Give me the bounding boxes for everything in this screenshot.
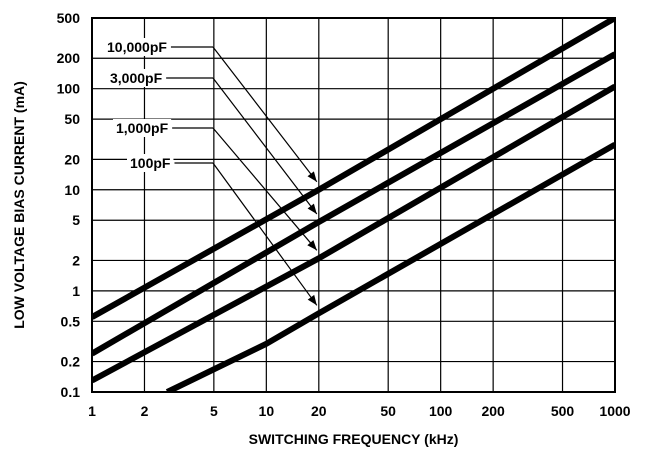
series-line <box>92 83 615 384</box>
y-axis-title: LOW VOLTAGE BIAS CURRENT (mA) <box>11 81 27 329</box>
series-label: 3,000pF <box>110 70 163 86</box>
x-axis-ticks: 1 2 5 10 20 50 100 200 500 1000 <box>88 403 631 419</box>
y-tick-label: 10 <box>64 182 80 198</box>
series-lines <box>92 18 615 392</box>
y-tick-label: 100 <box>57 81 81 97</box>
x-tick-label: 200 <box>481 403 505 419</box>
y-tick-label: 1 <box>72 283 80 299</box>
series-label-bg <box>127 154 174 172</box>
grid <box>92 18 615 392</box>
series-label: 100pF <box>130 155 171 171</box>
y-tick-label: 0.1 <box>61 384 81 400</box>
series-label-bg <box>104 38 170 56</box>
x-tick-label: 2 <box>141 403 149 419</box>
leader-arrow-line <box>212 127 318 251</box>
arrowhead <box>307 294 317 306</box>
arrowhead <box>307 171 317 182</box>
arrowhead <box>307 203 317 214</box>
x-tick-label: 1 <box>88 403 96 419</box>
x-tick-label: 10 <box>259 403 275 419</box>
x-tick-label: 1000 <box>599 403 630 419</box>
series-labels: 10,000pF 3,000pF 1,000pF 100pF <box>104 38 318 306</box>
y-tick-label: 20 <box>64 151 80 167</box>
arrowhead <box>307 240 317 251</box>
y-tick-label: 5 <box>72 212 80 228</box>
x-tick-label: 5 <box>210 403 218 419</box>
y-tick-label: 200 <box>57 50 81 66</box>
x-tick-label: 20 <box>311 403 327 419</box>
series-line <box>92 51 615 357</box>
y-tick-label: 500 <box>57 10 81 26</box>
series-line <box>92 18 615 320</box>
plot-frame <box>91 17 616 393</box>
y-tick-label: 0.5 <box>61 313 81 329</box>
series-label: 1,000pF <box>116 120 169 136</box>
x-tick-label: 100 <box>429 403 453 419</box>
x-tick-label: 500 <box>551 403 575 419</box>
series-label-bg <box>113 119 172 137</box>
x-tick-label: 50 <box>380 403 396 419</box>
y-axis-ticks: 0.1 0.2 0.5 1 2 5 10 20 50 100 200 500 <box>57 10 81 400</box>
y-tick-label: 2 <box>72 252 80 268</box>
series-line <box>165 141 615 392</box>
leader-arrow-line <box>212 46 318 183</box>
leader-arrow-line <box>212 77 318 215</box>
series-label-bg <box>107 69 166 87</box>
series-label: 10,000pF <box>107 39 167 55</box>
y-tick-label: 0.2 <box>61 354 81 370</box>
leader-arrow-line <box>212 162 318 306</box>
y-tick-label: 50 <box>64 111 80 127</box>
x-axis-title: SWITCHING FREQUENCY (kHz) <box>249 431 459 447</box>
